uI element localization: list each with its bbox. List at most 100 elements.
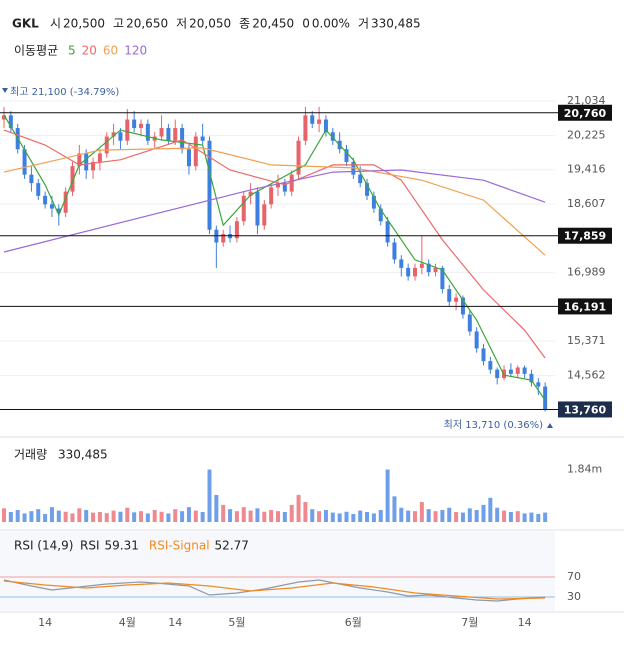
header-value: 20,050 bbox=[189, 17, 231, 31]
low-annotation: 최저 13,710 (0.36%) bbox=[444, 419, 543, 431]
ma-line bbox=[3, 169, 546, 253]
candle-body bbox=[481, 348, 486, 362]
ma-legend: 120 bbox=[124, 44, 147, 58]
volume-bar bbox=[529, 512, 534, 522]
volume-bar bbox=[22, 513, 27, 522]
candle-body bbox=[495, 369, 500, 379]
candle-body bbox=[173, 128, 178, 141]
volume-bar bbox=[200, 512, 205, 522]
volume-bar bbox=[207, 469, 212, 522]
volume-bar bbox=[228, 509, 233, 522]
volume-bar bbox=[351, 514, 356, 522]
y-tick-label: 21,034 bbox=[567, 94, 606, 107]
rsi-legend-value: 59.31 bbox=[105, 539, 139, 553]
volume-bar bbox=[36, 509, 41, 522]
header-value: 20,450 bbox=[252, 17, 294, 31]
volume-bar bbox=[269, 510, 274, 522]
candle-body bbox=[399, 259, 404, 268]
volume-bar bbox=[97, 512, 102, 522]
level-box bbox=[558, 401, 612, 418]
header-label: 종 bbox=[239, 17, 250, 31]
candle-body bbox=[207, 140, 212, 230]
candle-body bbox=[282, 183, 287, 192]
rsi-legend-value: 52.77 bbox=[215, 539, 249, 553]
candle-body bbox=[70, 166, 75, 192]
candle-body bbox=[447, 289, 452, 302]
volume-bar bbox=[180, 511, 185, 522]
rsi-legend-name: RSI-Signal bbox=[149, 539, 210, 553]
header-label: 0 bbox=[302, 17, 310, 31]
candle-body bbox=[413, 267, 417, 277]
ma-label: 이동평균 bbox=[14, 44, 58, 58]
candle-body bbox=[56, 208, 61, 213]
volume-bar bbox=[234, 511, 239, 522]
volume-bar bbox=[440, 510, 445, 522]
volume-bar bbox=[426, 509, 431, 522]
high-annotation: 최고 21,100 (-34.79%) bbox=[10, 86, 119, 98]
rsi-line bbox=[3, 579, 546, 602]
volume-bar bbox=[118, 511, 123, 522]
volume-bar bbox=[433, 511, 438, 522]
header-value: 20,500 bbox=[63, 17, 105, 31]
candle-body bbox=[63, 191, 68, 213]
y-tick-label: 20,225 bbox=[567, 128, 606, 141]
volume-bar bbox=[77, 508, 82, 522]
header-label: 고 bbox=[113, 17, 124, 31]
high-marker bbox=[2, 88, 8, 93]
candle-body bbox=[36, 183, 41, 196]
candle-body bbox=[186, 149, 191, 167]
volume-bar bbox=[522, 513, 527, 522]
candle-body bbox=[8, 115, 13, 129]
candle-body bbox=[515, 367, 520, 374]
volume-bar bbox=[56, 510, 61, 522]
ma-legend: 5 bbox=[68, 44, 76, 58]
rsi-tick-label: 30 bbox=[567, 590, 581, 603]
header-label: 저 bbox=[176, 17, 187, 31]
ma-line bbox=[3, 129, 546, 359]
volume-bar bbox=[536, 514, 541, 522]
candle-body bbox=[378, 208, 383, 222]
candle-body bbox=[248, 191, 253, 196]
candle-body bbox=[508, 369, 513, 374]
volume-bar bbox=[173, 509, 178, 522]
volume-bar bbox=[337, 513, 342, 522]
level-label: 20,760 bbox=[564, 107, 607, 120]
header-value: 330,485 bbox=[371, 17, 421, 31]
candle-body bbox=[440, 267, 445, 290]
volume-bar bbox=[2, 508, 6, 522]
candle-body bbox=[323, 119, 328, 133]
symbol: GKL bbox=[12, 17, 39, 31]
candle-body bbox=[474, 331, 479, 349]
volume-bar bbox=[282, 512, 287, 522]
volume-bar bbox=[323, 510, 328, 522]
candle-body bbox=[234, 221, 239, 239]
candle-body bbox=[385, 221, 390, 243]
candle-body bbox=[433, 267, 438, 273]
level-box bbox=[558, 227, 612, 244]
candle-body bbox=[522, 367, 527, 374]
volume-bar bbox=[139, 511, 143, 522]
rsi-legend-name: RSI bbox=[80, 539, 100, 553]
volume-bar bbox=[289, 504, 294, 522]
y-tick-label: 18,607 bbox=[567, 197, 606, 210]
candle-body bbox=[317, 119, 322, 124]
candle-body bbox=[111, 132, 116, 137]
candle-body bbox=[276, 183, 280, 188]
volume-bar bbox=[460, 512, 465, 522]
level-label: 13,760 bbox=[564, 403, 607, 416]
candle-body bbox=[118, 132, 123, 141]
ma-line bbox=[3, 147, 546, 256]
candle-body bbox=[145, 123, 150, 141]
level-label: 16,191 bbox=[564, 300, 606, 313]
volume-bar bbox=[385, 469, 390, 522]
volume-bar bbox=[392, 496, 397, 522]
volume-bar bbox=[474, 510, 479, 522]
candle-body bbox=[97, 153, 102, 162]
ma-legend: 60 bbox=[103, 44, 118, 58]
volume-bar bbox=[495, 507, 500, 522]
volume-bar bbox=[193, 510, 198, 522]
x-tick-label: 14 bbox=[168, 616, 182, 629]
candle-body bbox=[2, 115, 6, 120]
header-value: 20,650 bbox=[126, 17, 168, 31]
